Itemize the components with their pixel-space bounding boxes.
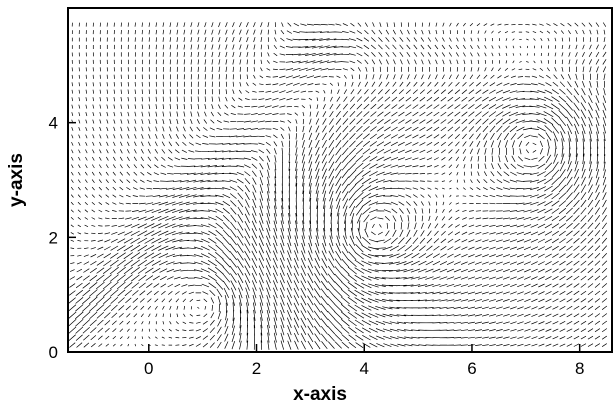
x-ticks: 0 2 4 6 8 bbox=[144, 344, 584, 378]
x-axis-title: x-axis bbox=[293, 384, 347, 405]
y-axis-title: y-axis bbox=[6, 153, 27, 207]
plot-frame bbox=[67, 7, 613, 353]
y-tick-label: 0 bbox=[49, 343, 58, 362]
vector-arrow-set bbox=[68, 22, 608, 350]
x-tick-label: 4 bbox=[360, 359, 369, 378]
x-tick-label: 0 bbox=[144, 359, 153, 378]
x-tick-label: 8 bbox=[575, 359, 584, 378]
x-tick-label: 2 bbox=[252, 359, 261, 378]
y-tick-label: 2 bbox=[49, 228, 58, 247]
y-ticks: 0 2 4 bbox=[49, 114, 76, 362]
vector-arrows bbox=[68, 22, 608, 350]
x-tick-label: 6 bbox=[467, 359, 476, 378]
y-tick-label: 4 bbox=[49, 114, 58, 133]
